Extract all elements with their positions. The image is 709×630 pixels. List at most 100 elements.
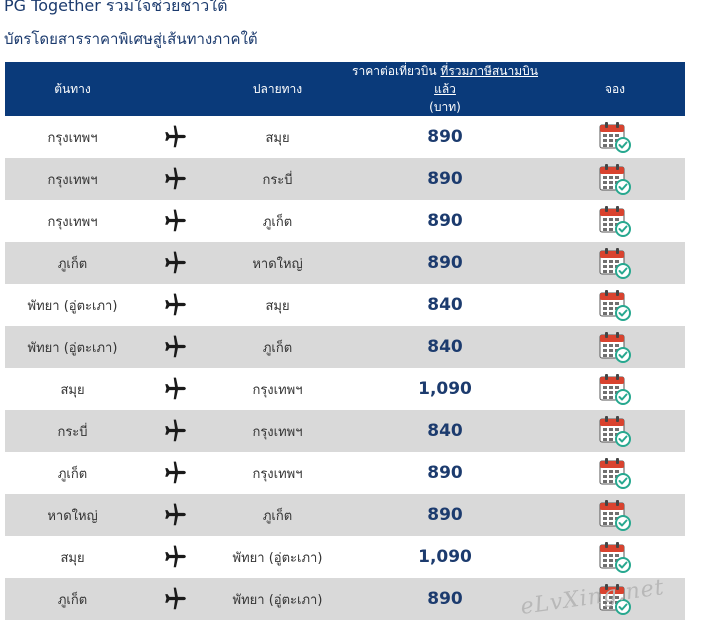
destination-cell: กรุงเทพฯ bbox=[252, 424, 303, 440]
column-header-book: จอง bbox=[604, 82, 626, 96]
table-row: กรุงเทพฯ ภูเก็ต 890 bbox=[5, 200, 685, 242]
column-header-destination: ปลายทาง bbox=[252, 82, 303, 96]
destination-cell: กระบี่ bbox=[262, 172, 293, 188]
calendar-check-icon[interactable] bbox=[599, 415, 631, 447]
airplane-icon bbox=[165, 461, 186, 484]
fares-table: ต้นทาง ปลายทาง ราคาต่อเที่ยวบิน ที่รวมภา… bbox=[5, 62, 685, 620]
destination-cell: กรุงเทพฯ bbox=[252, 382, 303, 398]
calendar-check-icon[interactable] bbox=[599, 163, 631, 195]
table-row: กระบี่ กรุงเทพฯ 840 bbox=[5, 410, 685, 452]
airplane-icon bbox=[165, 503, 186, 526]
table-row: กรุงเทพฯ สมุย 890 bbox=[5, 116, 685, 158]
price-cell: 890 bbox=[427, 211, 463, 231]
page-title: PG Together รวมใจช่วยชาวใต้ bbox=[4, 0, 228, 15]
table-row: สมุย พัทยา (อู่ตะเภา) 1,090 bbox=[5, 536, 685, 578]
origin-cell: สมุย bbox=[60, 382, 85, 398]
book-cell bbox=[545, 326, 685, 368]
calendar-check-icon[interactable] bbox=[599, 331, 631, 363]
price-cell: 890 bbox=[427, 169, 463, 189]
price-cell: 1,090 bbox=[418, 379, 472, 399]
origin-cell: ภูเก็ต bbox=[57, 466, 88, 482]
price-header-unit: (บาท) bbox=[429, 100, 461, 114]
airplane-icon bbox=[165, 251, 186, 274]
route-cell bbox=[140, 200, 210, 242]
route-cell bbox=[140, 116, 210, 158]
origin-cell: กระบี่ bbox=[57, 424, 88, 440]
destination-cell: พัทยา (อู่ตะเภา) bbox=[232, 550, 323, 566]
price-cell: 890 bbox=[427, 463, 463, 483]
book-cell bbox=[545, 536, 685, 578]
origin-cell: กรุงเทพฯ bbox=[47, 172, 98, 188]
calendar-check-icon[interactable] bbox=[599, 247, 631, 279]
book-cell bbox=[545, 200, 685, 242]
route-cell bbox=[140, 536, 210, 578]
table-row: ภูเก็ต หาดใหญ่ 890 bbox=[5, 242, 685, 284]
book-cell bbox=[545, 494, 685, 536]
table-row: สมุย กรุงเทพฯ 1,090 bbox=[5, 368, 685, 410]
price-cell: 890 bbox=[427, 127, 463, 147]
destination-cell: สมุย bbox=[265, 298, 290, 314]
price-cell: 890 bbox=[427, 589, 463, 609]
price-header-tax-note[interactable]: ที่รวมภาษีสนามบินแล้ว bbox=[434, 64, 538, 96]
table-row: ภูเก็ต พัทยา (อู่ตะเภา) 890 bbox=[5, 578, 685, 620]
origin-cell: ภูเก็ต bbox=[57, 592, 88, 608]
book-cell bbox=[545, 284, 685, 326]
table-row: กรุงเทพฯ กระบี่ 890 bbox=[5, 158, 685, 200]
column-header-origin: ต้นทาง bbox=[54, 82, 91, 96]
calendar-check-icon[interactable] bbox=[599, 583, 631, 615]
route-cell bbox=[140, 452, 210, 494]
table-row: พัทยา (อู่ตะเภา) ภูเก็ต 840 bbox=[5, 326, 685, 368]
origin-cell: พัทยา (อู่ตะเภา) bbox=[27, 298, 118, 314]
route-cell bbox=[140, 326, 210, 368]
book-cell bbox=[545, 242, 685, 284]
destination-cell: ภูเก็ต bbox=[262, 340, 293, 356]
route-cell bbox=[140, 368, 210, 410]
price-cell: 890 bbox=[427, 505, 463, 525]
calendar-check-icon[interactable] bbox=[599, 457, 631, 489]
price-header-label: ราคาต่อเที่ยวบิน bbox=[352, 64, 437, 78]
table-header-row: ต้นทาง ปลายทาง ราคาต่อเที่ยวบิน ที่รวมภา… bbox=[5, 62, 685, 116]
calendar-check-icon[interactable] bbox=[599, 541, 631, 573]
airplane-icon bbox=[165, 209, 186, 232]
origin-cell: ภูเก็ต bbox=[57, 256, 88, 272]
airplane-icon bbox=[165, 587, 186, 610]
price-cell: 890 bbox=[427, 253, 463, 273]
airplane-icon bbox=[165, 293, 186, 316]
calendar-check-icon[interactable] bbox=[599, 289, 631, 321]
calendar-check-icon[interactable] bbox=[599, 121, 631, 153]
destination-cell: กรุงเทพฯ bbox=[252, 466, 303, 482]
table-row: ภูเก็ต กรุงเทพฯ 890 bbox=[5, 452, 685, 494]
airplane-icon bbox=[165, 125, 186, 148]
page-subtitle: บัตรโดยสารราคาพิเศษสู่เส้นทางภาคใต้ bbox=[4, 30, 258, 48]
fares-table-body: กรุงเทพฯ สมุย 890 ก bbox=[5, 116, 685, 620]
column-header-price: ราคาต่อเที่ยวบิน ที่รวมภาษีสนามบินแล้ว (… bbox=[345, 62, 545, 116]
destination-cell: หาดใหญ่ bbox=[252, 256, 303, 272]
calendar-check-icon[interactable] bbox=[599, 373, 631, 405]
price-cell: 1,090 bbox=[418, 547, 472, 567]
route-cell bbox=[140, 284, 210, 326]
airplane-icon bbox=[165, 545, 186, 568]
price-cell: 840 bbox=[427, 421, 463, 441]
airplane-icon bbox=[165, 419, 186, 442]
airplane-icon bbox=[165, 335, 186, 358]
book-cell bbox=[545, 452, 685, 494]
origin-cell: หาดใหญ่ bbox=[47, 508, 98, 524]
destination-cell: พัทยา (อู่ตะเภา) bbox=[232, 592, 323, 608]
column-header-route bbox=[140, 62, 210, 116]
destination-cell: ภูเก็ต bbox=[262, 214, 293, 230]
table-row: หาดใหญ่ ภูเก็ต 890 bbox=[5, 494, 685, 536]
calendar-check-icon[interactable] bbox=[599, 499, 631, 531]
origin-cell: สมุย bbox=[60, 550, 85, 566]
airplane-icon bbox=[165, 167, 186, 190]
route-cell bbox=[140, 410, 210, 452]
route-cell bbox=[140, 578, 210, 620]
origin-cell: พัทยา (อู่ตะเภา) bbox=[27, 340, 118, 356]
book-cell bbox=[545, 368, 685, 410]
book-cell bbox=[545, 116, 685, 158]
origin-cell: กรุงเทพฯ bbox=[47, 214, 98, 230]
route-cell bbox=[140, 494, 210, 536]
route-cell bbox=[140, 158, 210, 200]
destination-cell: ภูเก็ต bbox=[262, 508, 293, 524]
price-cell: 840 bbox=[427, 295, 463, 315]
calendar-check-icon[interactable] bbox=[599, 205, 631, 237]
